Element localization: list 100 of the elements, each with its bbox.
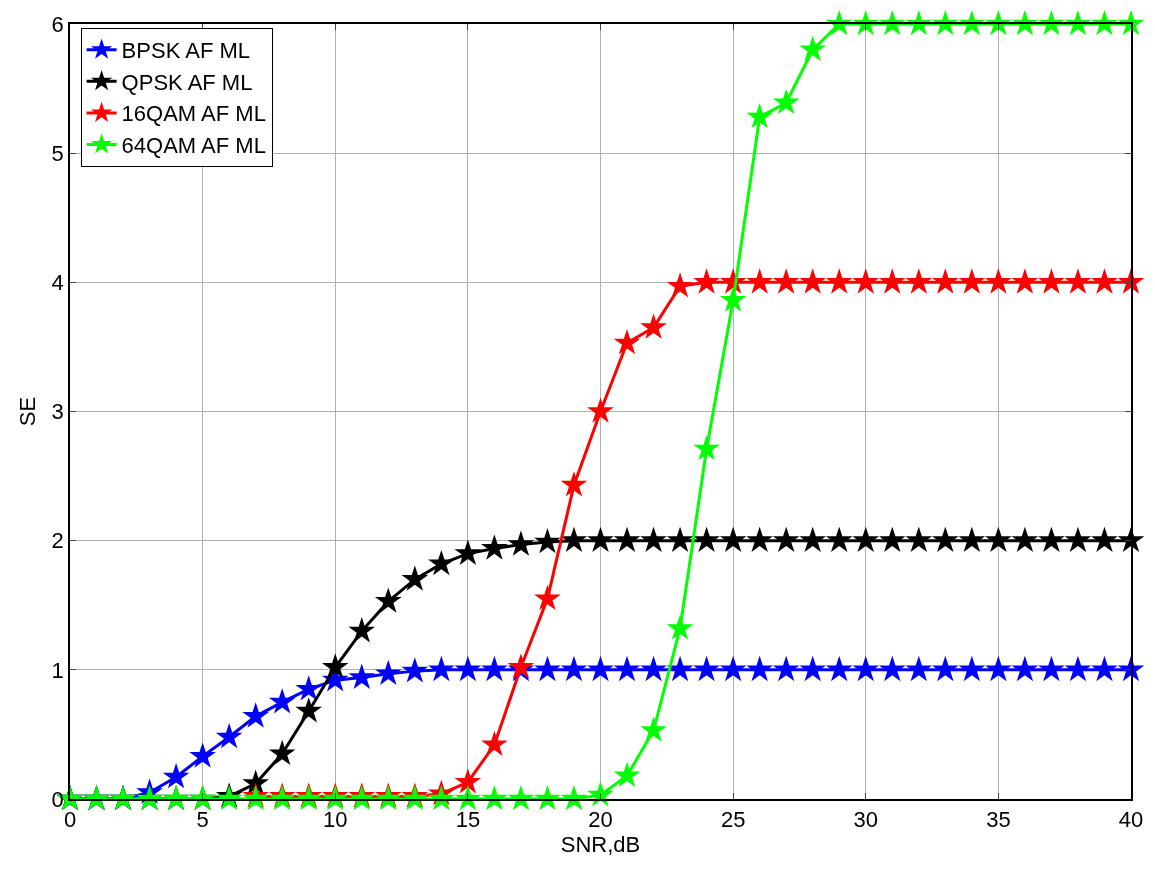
point xyxy=(507,530,535,556)
y-tick-label: 6 xyxy=(51,11,64,37)
point xyxy=(348,617,376,643)
point xyxy=(852,268,880,294)
point xyxy=(772,268,800,294)
point xyxy=(746,103,773,129)
point xyxy=(905,526,933,552)
point xyxy=(348,663,376,689)
point xyxy=(374,659,402,686)
point xyxy=(534,584,561,611)
point xyxy=(958,526,986,552)
point xyxy=(985,268,1012,294)
point xyxy=(985,655,1012,682)
point xyxy=(1064,526,1092,552)
point xyxy=(746,526,773,552)
point xyxy=(374,587,402,613)
point xyxy=(640,526,667,552)
point xyxy=(693,268,720,294)
point xyxy=(587,397,614,423)
point xyxy=(719,655,747,682)
point xyxy=(640,313,667,339)
point xyxy=(321,653,349,679)
point xyxy=(905,268,933,294)
point xyxy=(799,655,827,682)
point xyxy=(666,614,694,640)
x-tick-label: 20 xyxy=(588,807,613,833)
point xyxy=(985,526,1012,552)
point xyxy=(454,655,482,682)
point xyxy=(1091,655,1118,682)
point xyxy=(1064,655,1092,682)
point xyxy=(693,655,720,682)
point xyxy=(560,526,588,552)
x-tick-label: 40 xyxy=(1118,807,1144,833)
point xyxy=(719,526,747,552)
point xyxy=(242,702,269,728)
point xyxy=(852,526,880,552)
x-tick-label: 5 xyxy=(196,807,209,833)
x-tick-label: 15 xyxy=(455,807,481,833)
legend-label: 16QAM AF ML xyxy=(121,101,266,127)
y-tick-label: 5 xyxy=(51,140,64,166)
point xyxy=(958,655,986,682)
y-tick-label: 0 xyxy=(51,786,64,812)
point xyxy=(772,88,800,115)
point xyxy=(162,763,190,789)
point xyxy=(481,534,508,560)
point xyxy=(746,268,773,294)
point xyxy=(905,655,933,682)
point xyxy=(746,655,773,682)
point xyxy=(1091,268,1118,294)
point xyxy=(932,526,959,552)
point xyxy=(878,655,906,682)
point xyxy=(560,655,588,682)
legend-label: QPSK AF ML xyxy=(121,69,253,95)
point xyxy=(1038,526,1065,552)
point xyxy=(799,268,827,294)
point xyxy=(587,655,614,682)
x-tick-label: 25 xyxy=(720,807,746,833)
legend-label: BPSK AF ML xyxy=(121,38,250,64)
point xyxy=(534,527,561,554)
point xyxy=(1011,268,1039,294)
x-axis-title: SNR,dB xyxy=(560,832,641,858)
point xyxy=(454,768,482,794)
point xyxy=(587,526,614,552)
point xyxy=(454,539,482,565)
point xyxy=(932,655,959,682)
y-tick-label: 4 xyxy=(51,270,64,296)
point xyxy=(799,526,827,552)
point xyxy=(1011,655,1039,682)
point xyxy=(693,526,720,552)
point xyxy=(613,329,641,355)
y-tick-label: 3 xyxy=(51,399,64,425)
point xyxy=(1038,655,1065,682)
x-tick-label: 30 xyxy=(853,807,878,833)
point xyxy=(825,268,853,294)
point xyxy=(958,268,986,294)
point xyxy=(666,272,694,298)
point xyxy=(295,697,323,723)
point xyxy=(613,761,641,788)
point xyxy=(613,526,641,552)
point xyxy=(1064,268,1092,294)
point xyxy=(719,286,747,312)
point xyxy=(560,471,588,497)
y-tick-label: 1 xyxy=(51,657,64,683)
point xyxy=(401,565,429,591)
point xyxy=(878,526,906,552)
point xyxy=(666,526,694,552)
point xyxy=(825,655,853,682)
point xyxy=(825,526,853,552)
y-axis-title: SE xyxy=(14,396,40,427)
point xyxy=(428,655,455,682)
point xyxy=(1091,526,1118,552)
point xyxy=(693,434,720,461)
point xyxy=(295,675,323,701)
point xyxy=(189,742,216,768)
x-tick-label: 10 xyxy=(323,807,348,833)
point xyxy=(481,730,508,757)
legend-label: 64QAM AF ML xyxy=(121,133,266,159)
point xyxy=(932,268,959,294)
point xyxy=(613,655,641,682)
point xyxy=(772,526,800,552)
